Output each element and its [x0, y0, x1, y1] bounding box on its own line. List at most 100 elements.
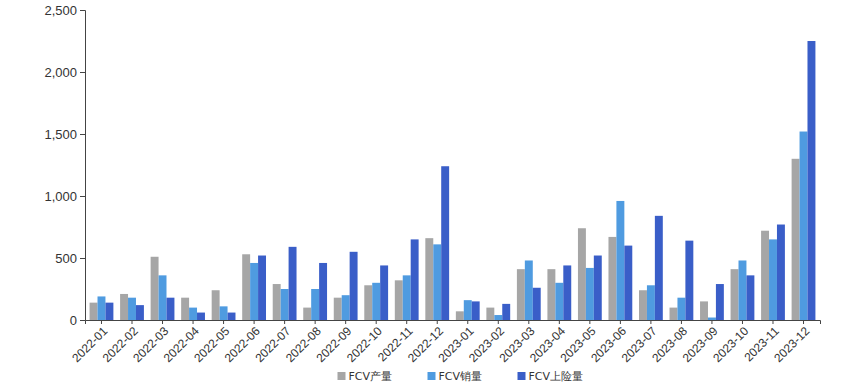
bar: [608, 237, 616, 320]
tick: 2,500: [44, 3, 85, 18]
bar: [311, 289, 319, 320]
bar: [273, 284, 281, 320]
tick-mark: [650, 320, 651, 324]
bar: [319, 263, 327, 320]
tick-mark: [406, 320, 407, 324]
bar: [647, 285, 655, 320]
legend-label: FCV产量: [349, 370, 393, 383]
bar: [242, 254, 250, 320]
bar: [708, 318, 716, 320]
legend-swatch: [518, 372, 526, 380]
bar: [197, 313, 205, 320]
bar: [456, 311, 464, 320]
bar: [586, 268, 594, 320]
bar: [403, 275, 411, 320]
bar: [655, 216, 663, 320]
bar: [616, 201, 624, 320]
legend: FCV产量 FCV销量 FCV上险量: [338, 370, 584, 383]
bar: [411, 239, 419, 320]
bar: [120, 294, 128, 320]
tick-mark: [193, 320, 194, 324]
tick-mark: [101, 320, 102, 324]
x-axis: 2022-012022-022022-032022-042022-052022-…: [69, 320, 820, 365]
tick-label: 2,500: [44, 3, 77, 18]
tick-mark: [162, 320, 163, 324]
tick: 1,000: [44, 189, 85, 204]
legend-item: FCV产量: [338, 370, 393, 383]
bar-series: [105, 41, 815, 320]
bar: [425, 238, 433, 320]
tick-mark: [223, 320, 224, 324]
bar: [90, 303, 98, 320]
bar: [136, 305, 144, 320]
tick-label: 0: [70, 313, 77, 328]
bar: [563, 265, 571, 320]
legend-label: FCV上险量: [529, 370, 584, 383]
tick-mark: [772, 320, 773, 324]
bar: [807, 41, 815, 320]
bars: [90, 41, 816, 320]
tick: 2023-12: [771, 320, 812, 365]
bar: [685, 241, 693, 320]
tick-mark: [589, 320, 590, 324]
tick-label: 2023-12: [771, 324, 812, 365]
legend-item: FCV销量: [428, 370, 483, 383]
tick-mark: [437, 320, 438, 324]
bar: [670, 308, 678, 320]
tick: 2,000: [44, 65, 85, 80]
plot-area: 0 500 1,000 1,500 2,000 2,500 2022-012022-0220…: [44, 3, 820, 365]
tick-mark: [80, 196, 85, 197]
tick-mark: [254, 320, 255, 324]
bar: [433, 244, 441, 320]
bar: [395, 280, 403, 320]
y-axis: 0 500 1,000 1,500 2,000 2,500: [44, 3, 85, 328]
bar: [555, 283, 563, 320]
tick: 0: [70, 313, 85, 328]
bar: [212, 290, 220, 320]
bar: [372, 283, 380, 320]
bar: [746, 275, 754, 320]
bar: [441, 166, 449, 320]
tick-label: 1,000: [44, 189, 77, 204]
tick-mark: [132, 320, 133, 324]
legend-label: FCV销量: [439, 370, 483, 383]
tick-mark: [80, 72, 85, 73]
bar: [334, 298, 342, 320]
tick-mark: [345, 320, 346, 324]
bar-series: [98, 132, 808, 320]
bar: [677, 298, 685, 320]
bar: [624, 246, 632, 320]
tick-mark: [315, 320, 316, 324]
bar: [777, 225, 785, 320]
tick-mark: [620, 320, 621, 324]
bar: [281, 289, 289, 320]
legend-swatch: [338, 372, 346, 380]
tick-mark: [681, 320, 682, 324]
bar: [594, 256, 602, 320]
bar: [731, 269, 739, 320]
bar: [380, 265, 388, 320]
bar: [98, 296, 106, 320]
tick-mark: [80, 10, 85, 11]
tick-mark: [467, 320, 468, 324]
bar: [151, 257, 159, 320]
axis-line: [80, 11, 86, 321]
bar: [350, 252, 358, 320]
bar: [189, 308, 197, 320]
bar-series: [90, 159, 800, 320]
tick-label: 500: [55, 251, 77, 266]
bar: [486, 308, 494, 320]
bar: [258, 256, 266, 320]
tick: 500: [55, 251, 85, 266]
bar: [800, 132, 808, 320]
tick-mark: [80, 258, 85, 259]
bar: [494, 315, 502, 320]
bar: [289, 247, 297, 320]
bar: [166, 298, 174, 320]
bar: [159, 275, 167, 320]
tick-label: 1,500: [44, 127, 77, 142]
bar: [533, 288, 541, 320]
tick-mark: [528, 320, 529, 324]
tick-mark: [284, 320, 285, 324]
bar: [525, 260, 533, 320]
